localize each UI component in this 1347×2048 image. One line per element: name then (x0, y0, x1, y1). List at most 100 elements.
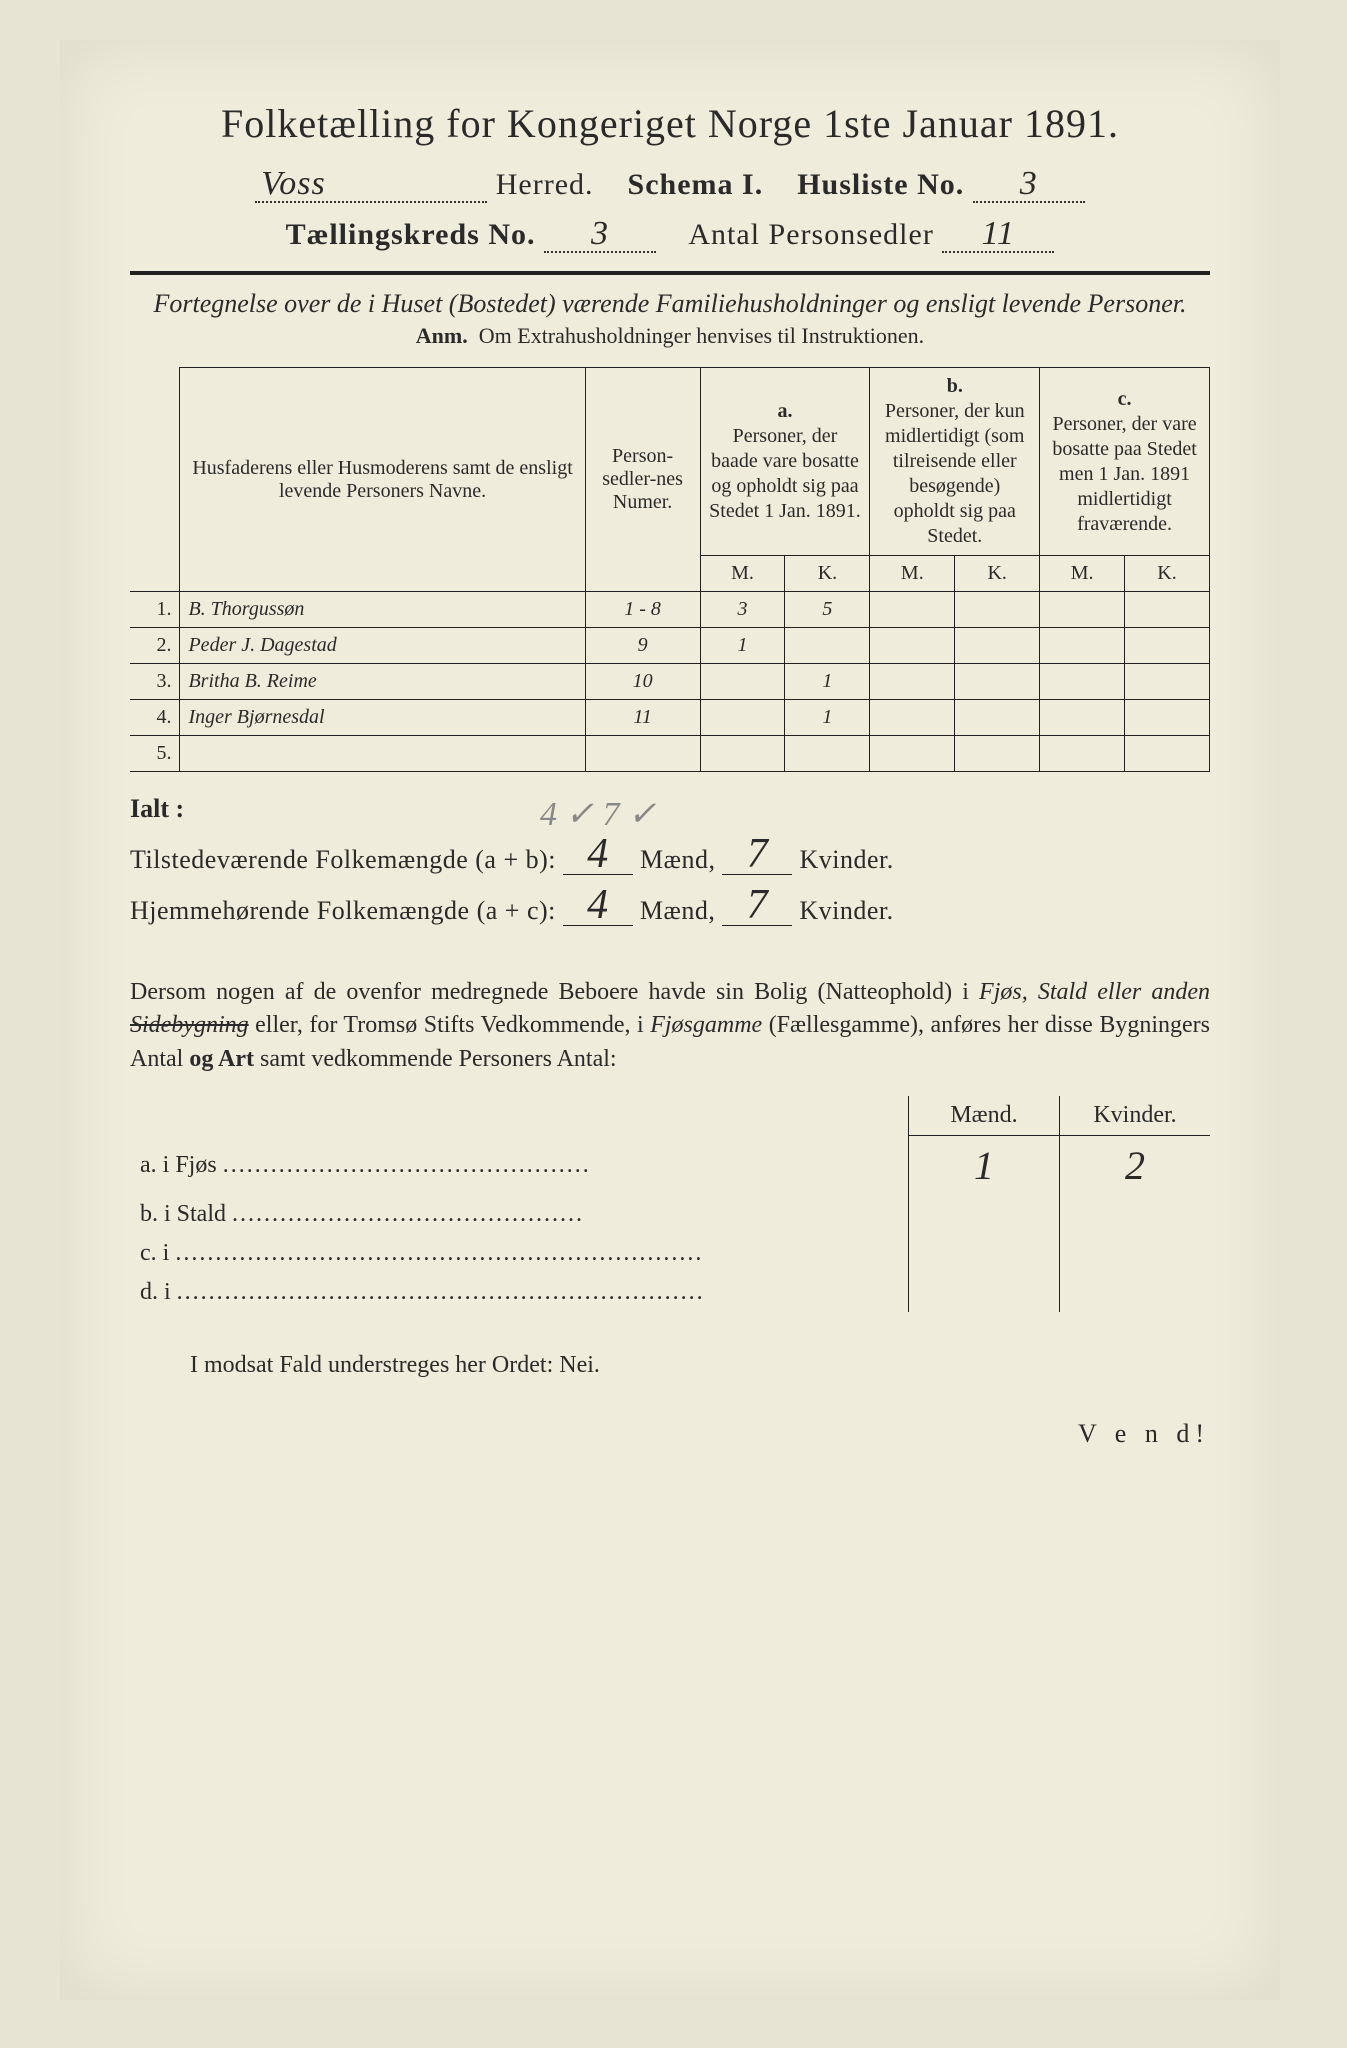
para-b1: og Art (189, 1046, 254, 1072)
table-row: 5. (130, 736, 1210, 772)
census-table: Husfaderens eller Husmoderens samt de en… (130, 367, 1210, 772)
table-row: 2.Peder J. Dagestad91 (130, 628, 1210, 664)
row-b-m (870, 592, 955, 628)
pencil-tally: 4 ✓ 7 ✓ (540, 794, 656, 834)
row-a-k: 1 (785, 700, 870, 736)
subtitle: Fortegnelse over de i Huset (Bostedet) v… (130, 289, 1210, 319)
bolig-row: d. i ...................................… (130, 1273, 1210, 1312)
col-c-k: K. (1125, 556, 1210, 592)
herred-label: Herred. (496, 168, 594, 201)
row-num: 11 (585, 700, 700, 736)
husliste-value: 3 (973, 167, 1085, 203)
para-p2: eller, for Tromsø Stifts Vedkommende, i (249, 1012, 651, 1038)
bolig-row: c. i ...................................… (130, 1234, 1210, 1273)
bolig-table: Mænd. Kvinder. a. i Fjøs ...............… (130, 1096, 1210, 1312)
para-p4: samt vedkommende Personers Antal: (254, 1046, 617, 1072)
bolig-label: b. i Stald .............................… (130, 1195, 909, 1234)
bolig-m (909, 1273, 1060, 1312)
tilstede-m: 4 (563, 836, 633, 875)
bolig-m: 1 (909, 1136, 1060, 1196)
row-num (585, 736, 700, 772)
row-num: 10 (585, 664, 700, 700)
row-index: 5. (130, 736, 180, 772)
row-name: Peder J. Dagestad (180, 628, 585, 664)
divider (130, 271, 1210, 275)
herred-value: Voss (255, 167, 487, 203)
row-c-m (1040, 664, 1125, 700)
para-p1: Dersom nogen af de ovenfor medregnede Be… (130, 979, 979, 1005)
col-a-label: a. (709, 399, 862, 424)
row-b-k (955, 736, 1040, 772)
bolig-label: c. i ...................................… (130, 1234, 909, 1273)
husliste-label: Husliste No. (797, 168, 964, 201)
kreds-value: 3 (544, 217, 656, 253)
personsedler-value: 11 (942, 217, 1054, 253)
bolig-head-m: Mænd. (909, 1096, 1060, 1136)
row-name: B. Thorgussøn (180, 592, 585, 628)
bolig-k (1060, 1273, 1211, 1312)
census-form-page: Folketælling for Kongeriget Norge 1ste J… (60, 40, 1280, 2000)
hjemme-m: 4 (563, 887, 633, 926)
ialt-label: Ialt : (130, 794, 250, 824)
col-c-text: Personer, der vare bosatte paa Stedet me… (1048, 412, 1201, 537)
row-c-m (1040, 592, 1125, 628)
row-b-m (870, 736, 955, 772)
maend-label-1: Mænd, (640, 845, 715, 874)
row-name: Inger Bjørnesdal (180, 700, 585, 736)
row-b-k (955, 700, 1040, 736)
bolig-row: a. i Fjøs ..............................… (130, 1136, 1210, 1196)
para-i2: Fjøsgamme (650, 1012, 762, 1038)
col-b-label: b. (878, 374, 1031, 399)
maend-label-2: Mænd, (640, 896, 715, 925)
herred-line: Voss Herred. Schema I. Husliste No. 3 (130, 167, 1210, 203)
row-name: Britha B. Reime (180, 664, 585, 700)
bolig-paragraph: Dersom nogen af de ovenfor medregnede Be… (130, 976, 1210, 1077)
row-b-m (870, 628, 955, 664)
row-num: 9 (585, 628, 700, 664)
col-b-k: K. (955, 556, 1040, 592)
bolig-row: b. i Stald .............................… (130, 1195, 1210, 1234)
table-row: 3.Britha B. Reime10 1 (130, 664, 1210, 700)
row-c-k (1125, 628, 1210, 664)
row-c-k (1125, 736, 1210, 772)
bolig-label: a. i Fjøs ..............................… (130, 1136, 909, 1196)
row-index: 3. (130, 664, 180, 700)
col-names: Husfaderens eller Husmoderens samt de en… (180, 368, 585, 592)
row-a-k: 1 (785, 664, 870, 700)
tilstede-line: Tilstedeværende Folkemængde (a + b): 4 M… (130, 836, 1210, 875)
ialt-row: Ialt : 4 ✓ 7 ✓ (130, 794, 1210, 824)
row-a-k: 5 (785, 592, 870, 628)
row-b-k (955, 664, 1040, 700)
row-c-m (1040, 628, 1125, 664)
bolig-k (1060, 1234, 1211, 1273)
row-name (180, 736, 585, 772)
hjemme-line: Hjemmehørende Folkemængde (a + c): 4 Mæn… (130, 887, 1210, 926)
bolig-m (909, 1195, 1060, 1234)
row-a-m (700, 664, 785, 700)
vend-label: V e n d! (130, 1419, 1210, 1449)
hjemme-k: 7 (722, 887, 792, 926)
row-b-m (870, 700, 955, 736)
tilstede-k: 7 (722, 836, 792, 875)
col-a-m: M. (700, 556, 785, 592)
para-i1: Fjøs, Stald eller anden (979, 979, 1210, 1005)
para-strike: Sidebygning (130, 1012, 249, 1038)
row-a-m: 1 (700, 628, 785, 664)
row-a-m (700, 700, 785, 736)
page-title: Folketælling for Kongeriget Norge 1ste J… (130, 100, 1210, 147)
table-row: 4.Inger Bjørnesdal111 (130, 700, 1210, 736)
hjemme-label: Hjemmehørende Folkemængde (a + c): (130, 896, 556, 925)
row-b-m (870, 664, 955, 700)
col-b-m: M. (870, 556, 955, 592)
row-index: 4. (130, 700, 180, 736)
anm-text-visible: Om Extrahusholdninger henvises til Instr… (479, 323, 924, 348)
row-a-k (785, 736, 870, 772)
row-b-k (955, 628, 1040, 664)
col-a: a. Personer, der baade vare bosatte og o… (700, 368, 870, 556)
row-c-m (1040, 736, 1125, 772)
row-index: 2. (130, 628, 180, 664)
kreds-line: Tællingskreds No. 3 Antal Personsedler 1… (130, 217, 1210, 253)
row-c-m (1040, 700, 1125, 736)
kreds-label: Tællingskreds No. (286, 218, 536, 251)
col-c: c. Personer, der vare bosatte paa Stedet… (1040, 368, 1210, 556)
